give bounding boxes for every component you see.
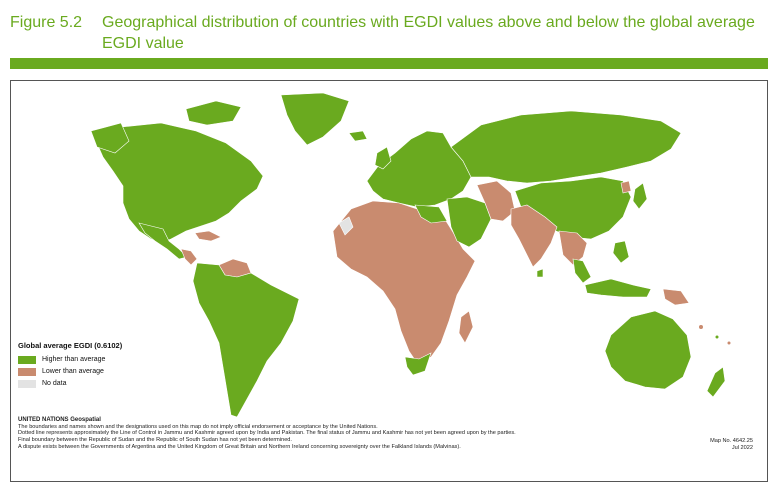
region-japan	[632, 182, 648, 210]
region-papua-new-guinea	[662, 288, 690, 306]
region-caribbean	[194, 230, 222, 242]
region-africa	[332, 200, 476, 364]
legend-item-nodata: No data	[18, 378, 122, 389]
legend-title: Global average EGDI (0.6102)	[18, 341, 123, 350]
legend-label-higher: Higher than average	[42, 356, 106, 363]
region-indonesia	[584, 278, 652, 298]
region-iceland	[348, 130, 368, 142]
region-southern-africa	[404, 352, 432, 376]
map-frame: Global average EGDI (0.6102) Higher than…	[10, 80, 768, 482]
region-south-america	[192, 262, 300, 418]
notes-line: Dotted line represents approximately the…	[18, 430, 516, 437]
legend-swatch-lower	[18, 367, 36, 376]
region-australia	[604, 310, 692, 390]
notes-organization: UNITED NATIONS Geospatial	[18, 417, 101, 423]
region-malaysia-thailand	[572, 258, 592, 284]
legend-label-nodata: No data	[42, 380, 67, 387]
region-pacific-island	[727, 341, 731, 345]
region-north-america	[94, 122, 264, 244]
header-rule	[10, 58, 768, 69]
legend-item-lower: Lower than average	[18, 366, 122, 377]
legend-label-lower: Lower than average	[42, 368, 104, 375]
notes-line: Final boundary between the Republic of S…	[18, 437, 292, 444]
region-sri-lanka	[536, 268, 544, 278]
map-number-block: Map No. 4642.25 Jul 2022	[710, 438, 753, 451]
region-western-sahara	[338, 216, 354, 236]
region-greenland	[280, 92, 350, 146]
region-mexico	[138, 222, 188, 260]
figure-number: Figure 5.2	[10, 14, 83, 31]
notes-line: The boundaries and names shown and the d…	[18, 423, 378, 430]
region-new-zealand	[706, 366, 726, 398]
map-date: Jul 2022	[731, 444, 753, 451]
region-philippines	[612, 240, 630, 264]
map-disclaimer: UNITED NATIONS Geospatial The boundaries…	[18, 417, 618, 451]
region-arctic-islands	[185, 100, 242, 126]
region-british-isles	[374, 146, 392, 170]
legend-swatch-nodata	[18, 379, 36, 388]
region-southeast-asia	[558, 230, 588, 266]
map-legend: Global average EGDI (0.6102) Higher than…	[18, 341, 122, 390]
region-middle-east	[446, 196, 492, 248]
region-north-korea	[620, 180, 632, 194]
region-pacific-island	[715, 335, 719, 339]
map-number: Map No. 4642.25	[710, 438, 753, 444]
region-south-west-asia	[476, 180, 516, 222]
region-russia	[450, 110, 682, 184]
region-south-asia	[510, 204, 558, 268]
legend-swatch-higher	[18, 355, 36, 364]
region-north-africa-higher	[414, 204, 448, 224]
region-alaska	[90, 122, 130, 154]
legend-item-higher: Higher than average	[18, 354, 122, 365]
region-madagascar	[458, 310, 474, 344]
figure-title: Geographical distribution of countries w…	[102, 14, 755, 52]
world-map	[90, 92, 731, 418]
region-pacific-island	[699, 325, 703, 329]
region-central-america	[180, 248, 198, 266]
notes-line: A dispute exists between the Governments…	[18, 443, 461, 450]
